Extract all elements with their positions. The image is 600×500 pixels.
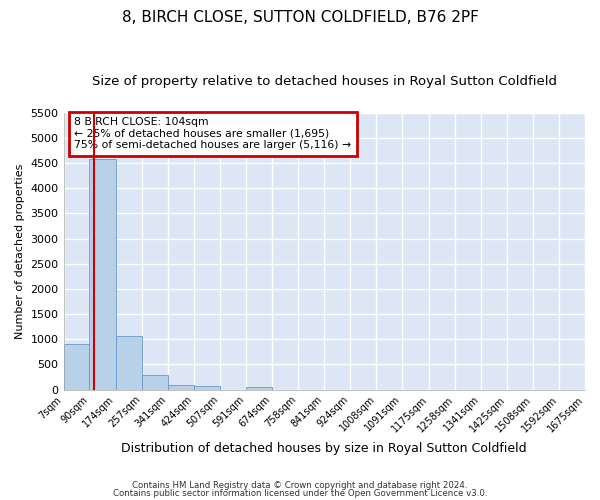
Y-axis label: Number of detached properties: Number of detached properties <box>15 164 25 339</box>
Bar <box>142 375 168 390</box>
Text: Contains HM Land Registry data © Crown copyright and database right 2024.: Contains HM Land Registry data © Crown c… <box>132 481 468 490</box>
Text: 8, BIRCH CLOSE, SUTTON COLDFIELD, B76 2PF: 8, BIRCH CLOSE, SUTTON COLDFIELD, B76 2P… <box>122 10 478 25</box>
Bar <box>64 344 89 390</box>
Text: 8 BIRCH CLOSE: 104sqm
← 25% of detached houses are smaller (1,695)
75% of semi-d: 8 BIRCH CLOSE: 104sqm ← 25% of detached … <box>74 117 351 150</box>
Bar <box>116 336 142 390</box>
Title: Size of property relative to detached houses in Royal Sutton Coldfield: Size of property relative to detached ho… <box>92 75 557 88</box>
Bar <box>194 386 220 390</box>
Bar <box>246 387 272 390</box>
Text: Contains public sector information licensed under the Open Government Licence v3: Contains public sector information licen… <box>113 488 487 498</box>
Bar <box>89 159 116 390</box>
Bar <box>168 385 194 390</box>
X-axis label: Distribution of detached houses by size in Royal Sutton Coldfield: Distribution of detached houses by size … <box>121 442 527 455</box>
